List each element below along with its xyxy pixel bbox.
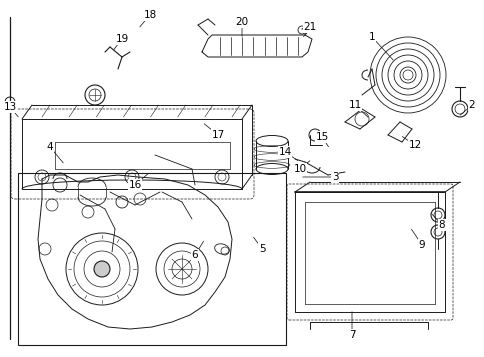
Text: 21: 21: [303, 22, 316, 32]
Text: 19: 19: [115, 34, 128, 44]
Text: 18: 18: [143, 10, 156, 20]
Text: 7: 7: [348, 330, 355, 340]
Circle shape: [94, 261, 110, 277]
Text: 13: 13: [3, 102, 16, 112]
Text: 4: 4: [46, 142, 53, 152]
Text: 9: 9: [418, 240, 424, 250]
Text: 14: 14: [278, 147, 291, 157]
Text: 6: 6: [191, 250, 198, 260]
Text: 20: 20: [235, 17, 248, 27]
Text: 2: 2: [468, 100, 474, 110]
Text: 16: 16: [128, 180, 141, 190]
Circle shape: [402, 70, 412, 80]
Text: 17: 17: [211, 130, 224, 140]
Text: 15: 15: [315, 132, 328, 142]
Text: 1: 1: [368, 32, 375, 42]
Text: 3: 3: [331, 172, 338, 182]
Text: 12: 12: [408, 140, 421, 150]
Text: 11: 11: [348, 100, 361, 110]
Bar: [18, 173, 286, 345]
Text: 5: 5: [258, 244, 265, 254]
Text: 10: 10: [293, 164, 306, 174]
Text: 8: 8: [438, 220, 444, 230]
